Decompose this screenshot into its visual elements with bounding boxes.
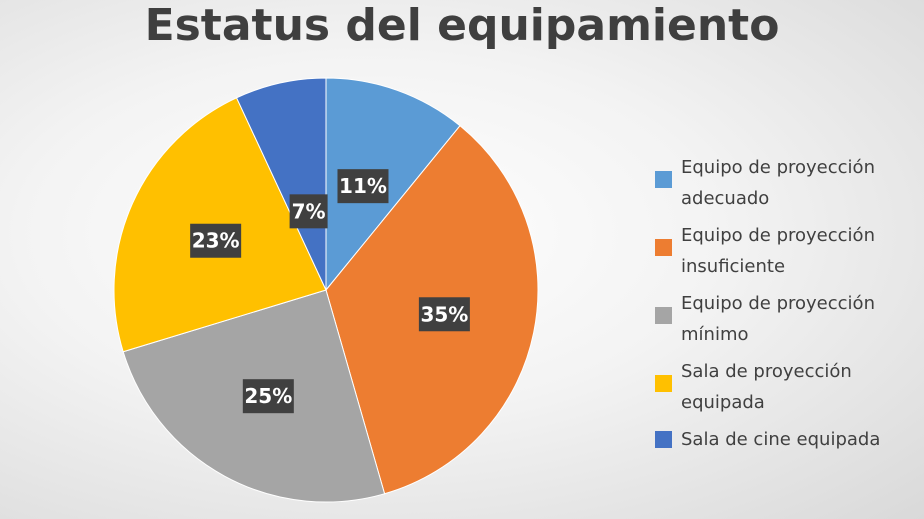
legend-label-line2: insuficiente <box>681 256 786 277</box>
legend-swatch-equipo-insuficiente <box>655 239 672 256</box>
legend-label-line1: Equipo de proyección <box>681 293 875 314</box>
legend-label-line1: Sala de cine equipada <box>681 429 881 450</box>
data-label-text: 23% <box>192 229 240 253</box>
legend-label-line1: Equipo de proyección <box>681 157 875 178</box>
data-label-sala-proyeccion: 23% <box>190 223 242 258</box>
legend-label-line2: equipada <box>681 392 765 413</box>
legend-swatch-equipo-minimo <box>655 307 672 324</box>
data-label-box <box>289 194 328 229</box>
legend-item-sala-cine: Sala de cine equipada <box>655 424 924 455</box>
legend-item-equipo-adecuado: Equipo de proyección adecuado <box>655 152 924 214</box>
data-label-equipo-adecuado: 11% <box>337 169 389 204</box>
legend-swatch-sala-cine <box>655 431 672 448</box>
data-label-box <box>242 379 294 414</box>
data-label-text: 7% <box>292 199 326 223</box>
pie-slice-sala-cine <box>235 77 327 291</box>
legend-label-line1: Equipo de proyección <box>681 225 875 246</box>
legend-item-equipo-insuficiente: Equipo de proyección insuficiente <box>655 220 924 282</box>
legend-label-line2: adecuado <box>681 188 770 209</box>
data-label-text: 35% <box>420 302 468 326</box>
legend-label-line1: Sala de proyección <box>681 361 852 382</box>
legend-item-equipo-minimo: Equipo de proyección mínimo <box>655 288 924 350</box>
data-label-equipo-insuficiente: 35% <box>418 297 470 332</box>
data-label-box <box>337 169 389 204</box>
data-label-text: 11% <box>339 174 387 198</box>
data-label-equipo-minimo: 25% <box>242 379 294 414</box>
legend-item-sala-proyeccion: Sala de proyección equipada <box>655 356 924 418</box>
chart-title: Estatus del equipamiento <box>144 0 780 51</box>
data-label-sala-cine: 7% <box>289 194 328 229</box>
legend: Equipo de proyección adecuado Equipo de … <box>655 152 924 461</box>
pie-slice-equipo-adecuado <box>325 77 461 292</box>
data-label-box <box>418 297 470 332</box>
data-label-box <box>190 223 242 258</box>
data-label-text: 25% <box>244 384 292 408</box>
legend-label-line2: mínimo <box>681 324 749 345</box>
legend-swatch-equipo-adecuado <box>655 171 672 188</box>
legend-swatch-sala-proyeccion <box>655 375 672 392</box>
